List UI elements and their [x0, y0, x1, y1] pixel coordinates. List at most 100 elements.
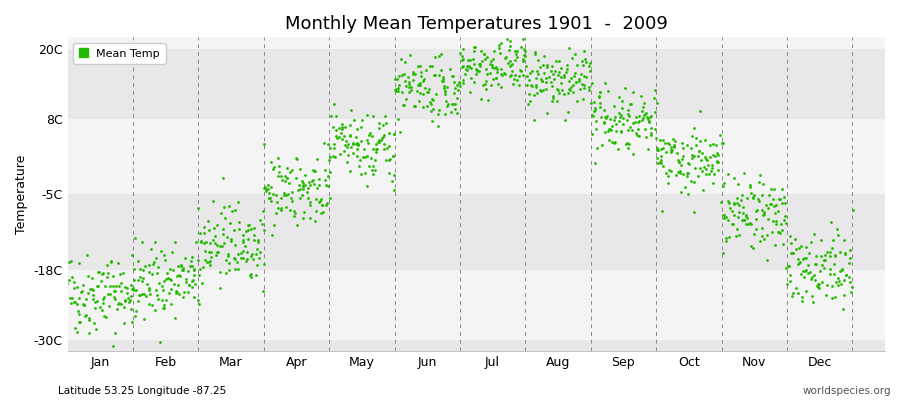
Point [454, 64, 469, 70]
Point [277, 190, 292, 196]
Point [315, 201, 329, 208]
Point [706, 141, 720, 147]
Point [358, 154, 373, 161]
Point [554, 65, 569, 71]
Point [775, 200, 789, 206]
Point [410, 87, 424, 94]
Point [67, 279, 81, 285]
Point [634, 92, 648, 99]
Point [670, 172, 684, 178]
Point [564, 55, 579, 61]
Point [587, 99, 601, 106]
Point [232, 226, 247, 232]
Point [356, 154, 371, 161]
Point [523, 98, 537, 104]
Point [392, 82, 406, 88]
Point [539, 75, 554, 82]
Point [536, 86, 550, 93]
Point [727, 175, 742, 181]
Point [391, 116, 405, 122]
Point [101, 291, 115, 298]
Point [831, 282, 845, 288]
Point [603, 126, 617, 132]
Point [612, 118, 626, 124]
Point [768, 242, 782, 248]
Point [278, 192, 293, 198]
Point [256, 208, 270, 215]
Point [394, 56, 409, 62]
Point [494, 84, 508, 90]
Point [274, 206, 288, 213]
Point [353, 157, 367, 163]
Point [812, 285, 826, 292]
Point [262, 195, 276, 202]
Point [746, 245, 760, 252]
Point [537, 70, 552, 76]
Point [179, 276, 194, 282]
Point [68, 325, 82, 331]
Point [542, 74, 556, 80]
Point [215, 242, 230, 249]
Point [236, 236, 250, 243]
Point [258, 184, 273, 190]
Point [445, 73, 459, 79]
Point [719, 238, 733, 244]
Point [427, 72, 441, 78]
Point [754, 233, 769, 240]
Point [203, 262, 218, 268]
Point [288, 175, 302, 181]
Point [358, 170, 373, 176]
Point [374, 137, 389, 143]
Point [292, 186, 307, 192]
Point [430, 110, 445, 117]
Point [746, 231, 760, 237]
Point [236, 254, 250, 261]
Point [606, 138, 620, 145]
Point [86, 292, 101, 298]
Point [291, 187, 305, 193]
Legend: Mean Temp: Mean Temp [73, 43, 166, 64]
Point [111, 300, 125, 307]
Point [636, 112, 651, 118]
Point [85, 286, 99, 292]
Point [244, 274, 258, 281]
Point [184, 258, 199, 264]
Point [773, 230, 788, 236]
Point [189, 239, 203, 246]
Point [192, 272, 206, 278]
Point [749, 216, 763, 222]
Point [274, 173, 289, 179]
Point [351, 142, 365, 149]
Point [823, 248, 837, 255]
Point [418, 85, 432, 91]
Point [656, 163, 670, 169]
Point [372, 136, 386, 143]
Point [711, 152, 725, 158]
Point [269, 210, 284, 216]
Point [811, 281, 825, 287]
Point [652, 159, 667, 165]
Point [834, 281, 849, 287]
Point [650, 147, 664, 154]
Point [528, 82, 543, 88]
Point [410, 63, 425, 69]
Point [681, 160, 696, 166]
Point [662, 167, 676, 174]
Point [132, 292, 147, 298]
Point [157, 302, 171, 308]
Point [228, 266, 242, 272]
Point [321, 183, 336, 190]
Point [572, 78, 587, 84]
Point [111, 260, 125, 266]
Point [271, 173, 285, 179]
Point [150, 270, 165, 276]
Point [340, 144, 355, 150]
Point [740, 215, 754, 222]
Point [435, 78, 449, 84]
Point [829, 279, 843, 285]
Point [477, 51, 491, 58]
Point [498, 71, 512, 77]
Point [588, 160, 602, 166]
Point [673, 170, 688, 176]
Point [78, 296, 93, 302]
